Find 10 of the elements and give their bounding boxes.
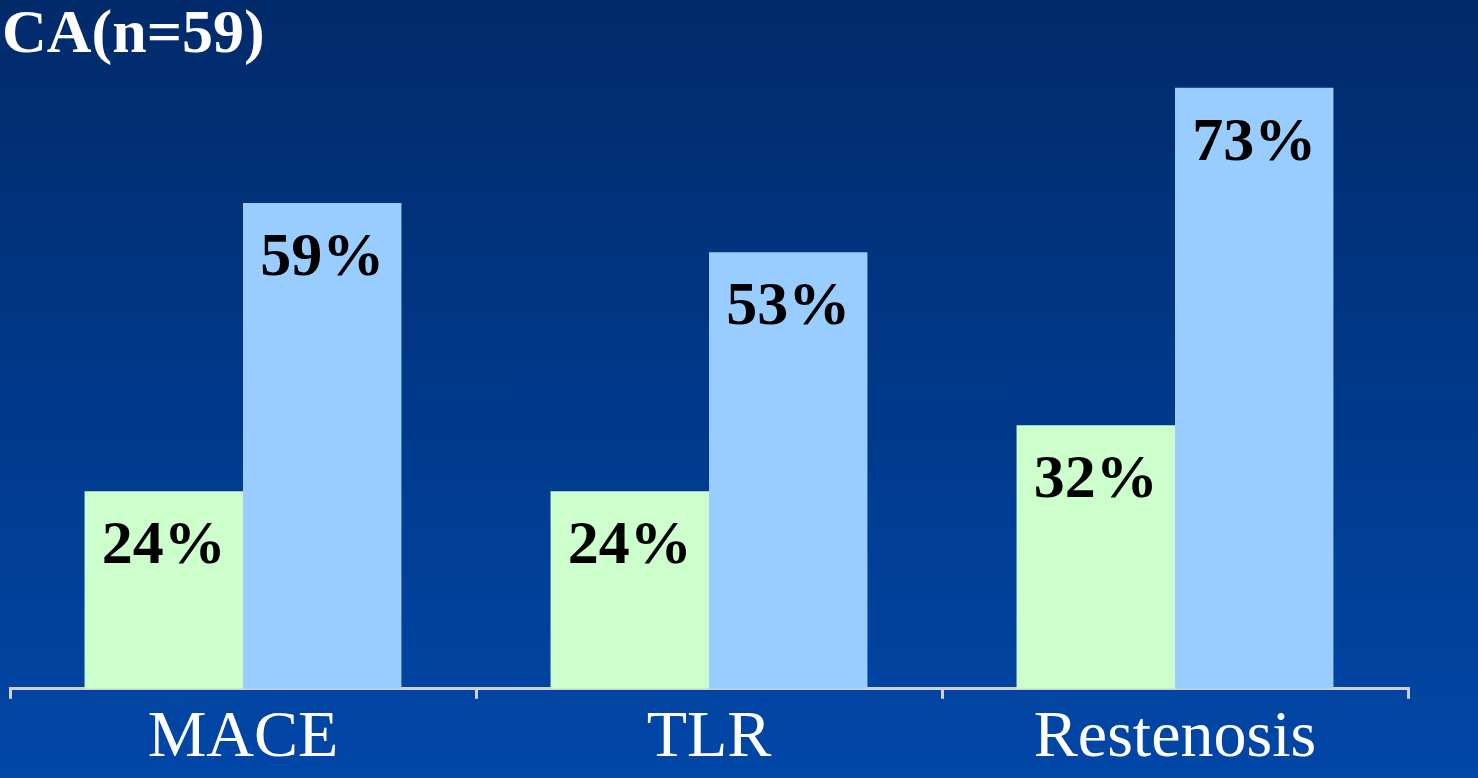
data-label: 24% <box>101 508 226 577</box>
data-label: 32% <box>1033 442 1158 511</box>
x-tick-label: MACE <box>147 696 339 770</box>
chart-title: CA(n=59) <box>2 0 265 67</box>
x-tick-label: TLR <box>646 696 772 770</box>
data-label: 59% <box>260 219 385 288</box>
data-label: 53% <box>726 269 851 338</box>
data-label: 73% <box>1192 104 1317 173</box>
x-tick-label: Restenosis <box>1033 696 1317 770</box>
data-label: 24% <box>567 508 692 577</box>
